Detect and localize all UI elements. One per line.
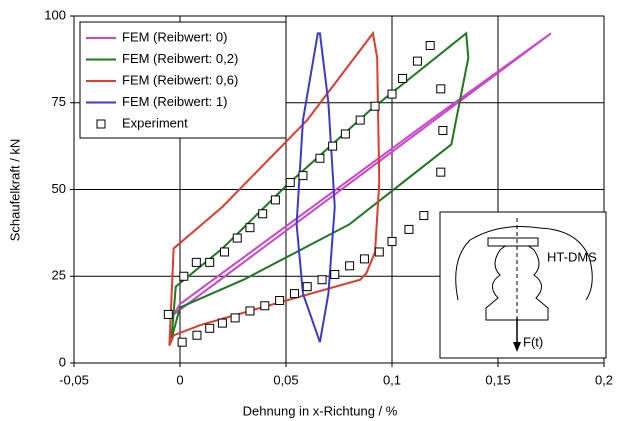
legend-label: Experiment xyxy=(122,115,188,130)
x-tick-label: 0,15 xyxy=(485,372,510,387)
data-point xyxy=(270,195,280,205)
data-point xyxy=(355,115,365,125)
data-point xyxy=(285,178,295,188)
data-point xyxy=(330,270,340,280)
data-point xyxy=(245,306,255,316)
x-tick-label: 0 xyxy=(176,372,183,387)
data-point xyxy=(230,313,240,323)
series-line xyxy=(295,32,336,343)
data-point xyxy=(317,275,327,285)
y-tick-label: 50 xyxy=(52,181,66,196)
data-point xyxy=(345,261,355,271)
data-point xyxy=(191,257,201,267)
data-point xyxy=(436,84,446,94)
data-point xyxy=(217,318,227,328)
data-point xyxy=(398,73,408,83)
data-point xyxy=(328,141,338,151)
y-tick-label: 75 xyxy=(52,94,66,109)
legend-frame xyxy=(79,21,287,139)
legend-label: FEM (Reibwert: 0,2) xyxy=(122,51,238,66)
y-tick-label: 100 xyxy=(44,7,66,22)
data-point xyxy=(387,237,397,247)
data-point xyxy=(177,337,187,347)
inset-outline xyxy=(455,226,593,301)
data-point xyxy=(387,89,397,99)
data-point xyxy=(298,171,308,181)
data-point xyxy=(438,126,448,136)
data-point xyxy=(245,223,255,233)
data-point xyxy=(232,233,242,243)
x-tick-label: 0,05 xyxy=(273,372,298,387)
data-point xyxy=(404,224,414,234)
inset-label: HT-DMS xyxy=(547,249,597,264)
inset-arrowhead xyxy=(513,342,521,352)
series-line xyxy=(172,32,552,316)
data-point xyxy=(425,40,435,50)
inset-gauge xyxy=(487,237,539,247)
series-line xyxy=(168,30,381,347)
data-point xyxy=(370,101,380,111)
data-point xyxy=(315,153,325,163)
data-point xyxy=(412,56,422,66)
x-axis-title: Dehnung in x-Richtung / % xyxy=(243,403,398,418)
x-tick-label: -0,05 xyxy=(59,372,89,387)
series-line xyxy=(170,31,470,339)
data-point xyxy=(220,247,230,257)
data-point xyxy=(275,296,285,306)
data-point xyxy=(260,301,270,311)
data-point xyxy=(289,289,299,299)
data-point xyxy=(205,257,215,267)
legend-label: FEM (Reibwert: 0) xyxy=(122,29,227,44)
data-point xyxy=(374,247,384,257)
data-point xyxy=(359,254,369,264)
data-point xyxy=(419,211,429,221)
plot-frame xyxy=(73,15,605,364)
data-point xyxy=(179,271,189,281)
data-point xyxy=(302,282,312,292)
data-point xyxy=(436,167,446,177)
y-tick-label: 25 xyxy=(52,268,66,283)
data-point xyxy=(340,129,350,139)
legend-label: FEM (Reibwert: 0,6) xyxy=(122,72,238,87)
data-point xyxy=(163,309,173,319)
inset-label: F(t) xyxy=(523,334,543,349)
y-axis-title: Schaufelkraft / kN xyxy=(7,139,22,242)
inset: HT-DMS F(t) xyxy=(439,211,607,359)
x-tick-label: 0,2 xyxy=(595,372,613,387)
data-point xyxy=(205,323,215,333)
legend-swatch xyxy=(96,119,106,129)
data-point xyxy=(258,209,268,219)
legend-label: FEM (Reibwert: 1) xyxy=(122,94,227,109)
x-tick-label: 0,1 xyxy=(383,372,401,387)
y-tick-label: 0 xyxy=(59,354,66,369)
data-point xyxy=(192,330,202,340)
